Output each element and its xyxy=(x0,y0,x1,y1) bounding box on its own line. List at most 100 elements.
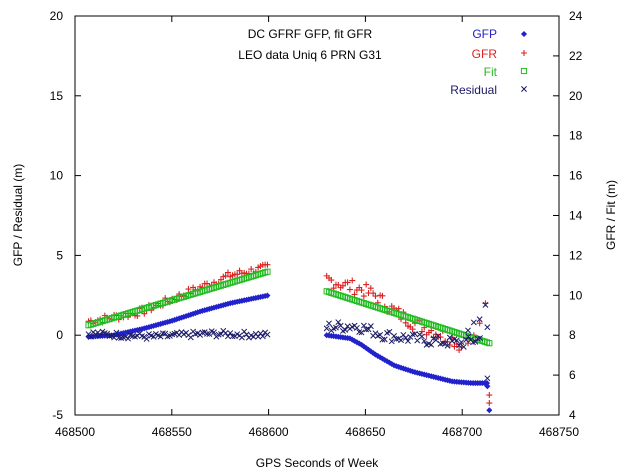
point-residual xyxy=(113,329,120,336)
point-residual xyxy=(435,333,442,339)
y2-tick-label: 6 xyxy=(569,368,576,382)
point-residual xyxy=(159,330,166,337)
point-residual xyxy=(398,337,404,344)
legend-marker-residual xyxy=(521,86,527,92)
y-tick-label: -5 xyxy=(52,408,63,422)
points-layer xyxy=(85,261,493,414)
legend-markers xyxy=(520,30,528,92)
point-residual xyxy=(465,333,472,340)
y2-tick-label: 22 xyxy=(569,49,583,63)
point-gfr xyxy=(264,261,271,268)
point-gfr xyxy=(456,347,463,354)
point-residual xyxy=(356,329,363,336)
point-gfr xyxy=(379,292,386,299)
point-residual xyxy=(238,334,245,341)
x-tick-label: 468650 xyxy=(345,425,385,439)
point-fit xyxy=(264,268,271,275)
legend-marker-gfr xyxy=(521,50,527,56)
point-residual xyxy=(323,325,330,332)
legend-marker-fit xyxy=(520,67,528,75)
point-residual xyxy=(224,333,231,340)
point-gfr xyxy=(349,277,356,284)
x-tick-label: 468750 xyxy=(539,425,579,439)
point-residual xyxy=(87,333,94,340)
y2-tick-label: 20 xyxy=(569,89,583,103)
point-residual xyxy=(476,316,483,323)
point-residual xyxy=(204,330,210,337)
point-residual xyxy=(335,319,342,326)
point-residual xyxy=(358,329,365,336)
point-residual xyxy=(115,334,122,341)
y2-tick-label: 18 xyxy=(569,129,583,143)
point-residual xyxy=(377,331,384,338)
series-fit xyxy=(85,268,493,347)
point-gfr xyxy=(224,269,231,276)
point-gfr xyxy=(367,285,374,292)
y2-tick-label: 16 xyxy=(569,169,583,183)
point-residual xyxy=(391,332,398,339)
point-residual xyxy=(333,324,339,331)
point-gfr xyxy=(437,334,444,341)
y-tick-label: 15 xyxy=(50,89,64,103)
point-gfp xyxy=(486,407,493,414)
point-residual xyxy=(472,338,479,345)
point-residual xyxy=(367,323,374,330)
y2-tick-label: 12 xyxy=(569,248,583,262)
x-tick-label: 468700 xyxy=(442,425,482,439)
point-residual xyxy=(432,337,439,343)
point-residual xyxy=(421,338,428,344)
chart-subtitle: LEO data Uniq 6 PRN G31 xyxy=(238,48,382,62)
point-residual xyxy=(229,333,236,340)
point-residual xyxy=(484,375,491,382)
point-residual xyxy=(337,322,344,329)
point-gfr xyxy=(418,328,425,335)
point-residual xyxy=(97,332,104,339)
point-residual xyxy=(453,337,460,344)
point-gfr xyxy=(358,287,365,294)
point-gfr xyxy=(360,293,367,300)
x-tick-label: 468600 xyxy=(249,425,289,439)
legend-label-residual: Residual xyxy=(450,83,497,97)
point-gfr xyxy=(328,277,335,284)
point-residual xyxy=(412,330,418,337)
point-residual xyxy=(353,324,360,331)
point-residual xyxy=(222,330,229,336)
point-residual xyxy=(111,334,118,341)
x-axis-label: GPS Seconds of Week xyxy=(256,456,380,470)
point-residual xyxy=(460,343,467,350)
point-gfr xyxy=(234,271,241,278)
point-gfr xyxy=(217,276,224,283)
point-residual xyxy=(264,331,271,338)
point-gfr xyxy=(248,266,255,273)
point-gfr xyxy=(372,293,379,300)
point-residual xyxy=(326,320,332,327)
point-residual xyxy=(465,327,471,334)
point-residual xyxy=(243,331,250,338)
point-residual xyxy=(211,329,217,336)
point-gfr xyxy=(476,320,483,327)
y2-tick-label: 4 xyxy=(569,408,576,422)
point-residual xyxy=(143,335,150,342)
chart-title: DC GFRF GFP, fit GFR xyxy=(248,27,373,41)
x-tick-label: 468550 xyxy=(152,425,192,439)
point-residual xyxy=(187,334,194,341)
ticks-layer: 468500 468550 468600 468650 468700 468750 -5 0 5… xyxy=(50,9,583,439)
point-residual xyxy=(418,333,425,340)
point-residual xyxy=(409,331,416,338)
point-residual xyxy=(446,334,453,341)
point-residual xyxy=(365,326,372,333)
point-residual xyxy=(342,327,349,333)
y-tick-label: 20 xyxy=(50,9,64,23)
point-residual xyxy=(381,336,388,343)
y-axis-label: GFP / Residual (m) xyxy=(11,164,25,266)
point-gfr xyxy=(486,392,493,399)
point-residual xyxy=(259,333,266,340)
legend-label-gfp: GFP xyxy=(472,27,497,41)
point-residual xyxy=(414,337,421,344)
point-gfp xyxy=(360,343,367,350)
point-gfr xyxy=(346,286,353,293)
point-residual xyxy=(402,334,409,341)
point-residual xyxy=(227,330,234,336)
point-gfr xyxy=(204,280,211,287)
